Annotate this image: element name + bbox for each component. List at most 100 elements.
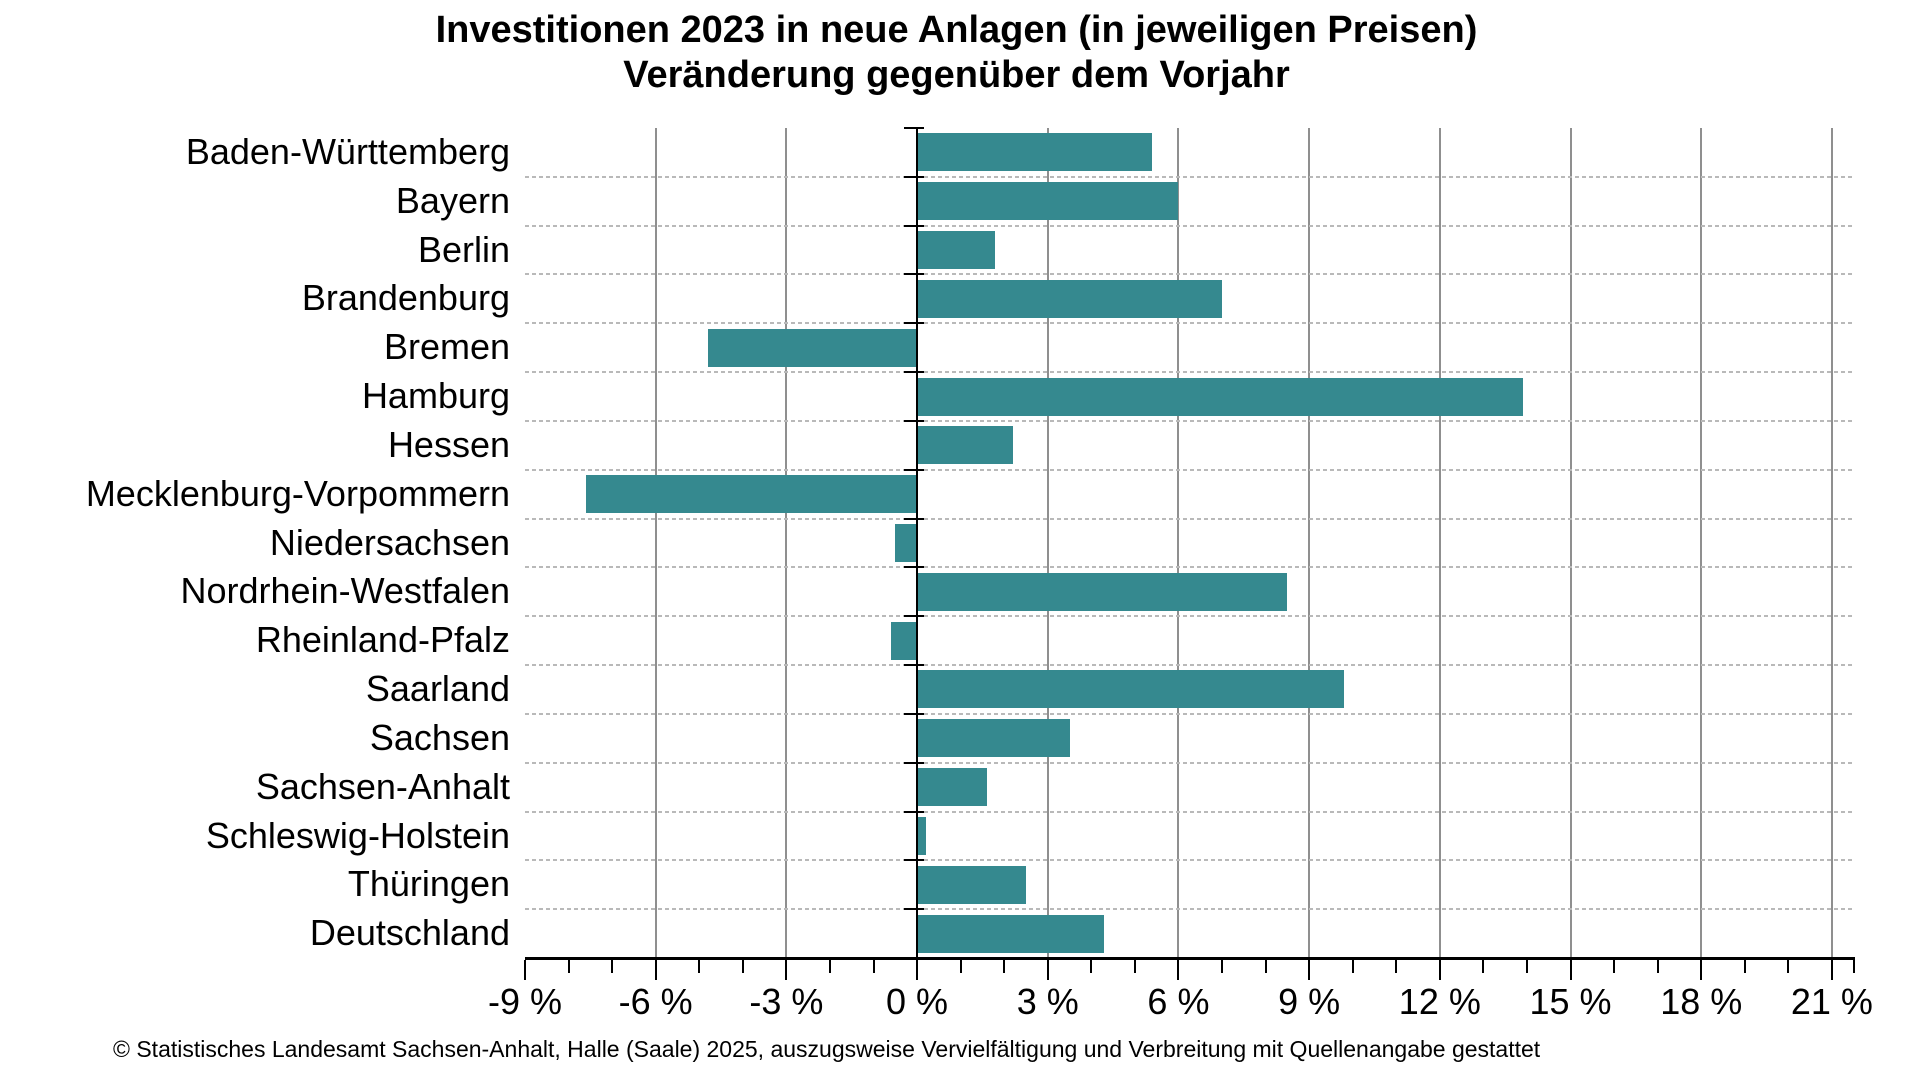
row-separator-line: [525, 322, 1855, 325]
x-axis-major-tick: [1700, 960, 1703, 980]
x-axis-minor-tick: [1395, 960, 1398, 973]
bar: [917, 670, 1344, 709]
x-axis-minor-tick: [1090, 960, 1093, 973]
vertical-gridline: [1700, 128, 1703, 958]
row-separator-line: [525, 468, 1855, 471]
x-axis-tick-label: -3 %: [749, 981, 824, 1022]
bar: [917, 279, 1222, 318]
x-axis-end-tick: [1853, 960, 1855, 973]
category-label: Nordrhein-Westfalen: [180, 570, 510, 612]
row-separator-line: [525, 175, 1855, 178]
category-tick: [904, 712, 925, 715]
bar: [917, 572, 1288, 611]
category-tick: [904, 175, 925, 178]
x-axis-minor-tick: [1003, 960, 1006, 973]
bar: [917, 719, 1070, 758]
row-separator-line: [525, 371, 1855, 374]
bar: [917, 182, 1179, 221]
row-separator-line: [525, 664, 1855, 667]
x-axis-minor-tick: [1656, 960, 1659, 973]
category-label: Baden-Württemberg: [185, 131, 510, 172]
x-axis-minor-tick: [1787, 960, 1790, 973]
row-separator-line: [525, 859, 1855, 862]
category-label: Thüringen: [347, 863, 510, 905]
bar: [917, 231, 996, 270]
zero-line: [915, 128, 919, 958]
x-axis-minor-tick: [828, 960, 831, 973]
vertical-gridline: [1046, 128, 1049, 958]
row-separator-line: [525, 517, 1855, 520]
category-tick: [904, 419, 925, 422]
x-axis-major-tick: [1308, 960, 1311, 980]
category-label: Berlin: [417, 228, 510, 270]
row-separator-line: [525, 224, 1855, 227]
x-axis-minor-tick: [741, 960, 744, 973]
bar: [585, 475, 918, 514]
x-axis-major-tick: [524, 960, 526, 980]
x-axis-line: [525, 957, 1855, 960]
copyright-footer: © Statistisches Landesamt Sachsen-Anhalt…: [113, 1036, 1541, 1062]
x-axis-minor-tick: [1525, 960, 1528, 973]
row-separator-line: [525, 615, 1855, 618]
x-axis-minor-tick: [1221, 960, 1224, 973]
category-tick: [904, 810, 925, 813]
category-tick: [904, 127, 925, 129]
row-separator-line: [525, 761, 1855, 764]
bar: [707, 328, 918, 367]
x-axis-tick-label: -9 %: [487, 981, 563, 1022]
category-tick: [904, 859, 925, 862]
vertical-gridline: [1177, 128, 1180, 958]
bar: [917, 816, 926, 855]
vertical-gridline: [1830, 128, 1833, 958]
row-separator-line: [525, 273, 1855, 276]
x-axis-major-tick: [785, 960, 788, 980]
x-axis-minor-tick: [567, 960, 570, 973]
plot-area: -9 % -6 % -3 % 0 % 3 % 6 % 9 % 12 % 15 % 18 % 21 %: [488, 127, 1873, 1020]
vertical-gridline: [1569, 128, 1572, 958]
x-axis-minor-tick: [1613, 960, 1616, 973]
x-axis-minor-tick: [1482, 960, 1485, 973]
x-axis-major-tick: [1438, 960, 1441, 980]
category-tick: [904, 615, 925, 618]
bar: [917, 865, 1026, 904]
category-tick: [904, 566, 925, 569]
x-axis-tick-label: 12 %: [1398, 981, 1481, 1022]
category-tick: [904, 517, 925, 520]
category-label: Brandenburg: [301, 277, 510, 319]
vertical-gridline: [785, 128, 788, 958]
category-label: Deutschland: [309, 912, 510, 954]
category-label: Mecklenburg-Vorpommern: [85, 472, 510, 514]
vertical-gridline: [1438, 128, 1441, 958]
row-separator-line: [525, 810, 1855, 813]
x-axis-minor-tick: [1133, 960, 1136, 973]
category-tick: [904, 224, 925, 227]
category-tick: [904, 371, 925, 374]
vertical-gridline: [1308, 128, 1311, 958]
category-tick: [904, 468, 925, 471]
x-axis-tick-label: 6 %: [1147, 981, 1210, 1022]
category-tick: [904, 322, 925, 325]
bar: [917, 914, 1105, 953]
bar: [917, 768, 987, 807]
category-label: Bayern: [395, 179, 510, 221]
x-axis-major-tick: [916, 960, 919, 980]
category-label: Hamburg: [361, 375, 510, 417]
bar: [895, 524, 918, 562]
x-axis-major-tick: [1569, 960, 1572, 980]
x-axis-minor-tick: [611, 960, 614, 973]
bar: [890, 621, 918, 660]
x-axis-tick-label: 21 %: [1790, 981, 1873, 1022]
x-axis-minor-tick: [1351, 960, 1354, 973]
category-label: Schleswig-Holstein: [205, 814, 510, 856]
bar: [917, 377, 1523, 416]
x-axis-major-tick: [1046, 960, 1049, 980]
x-axis-tick-label: 0 %: [886, 981, 949, 1022]
category-tick: [904, 761, 925, 764]
vertical-gridline: [654, 128, 657, 958]
x-axis-major-tick: [1830, 960, 1833, 980]
x-axis-major-tick: [1177, 960, 1180, 980]
x-axis-minor-tick: [1743, 960, 1746, 973]
category-tick: [904, 908, 925, 911]
x-axis-minor-tick: [872, 960, 875, 973]
